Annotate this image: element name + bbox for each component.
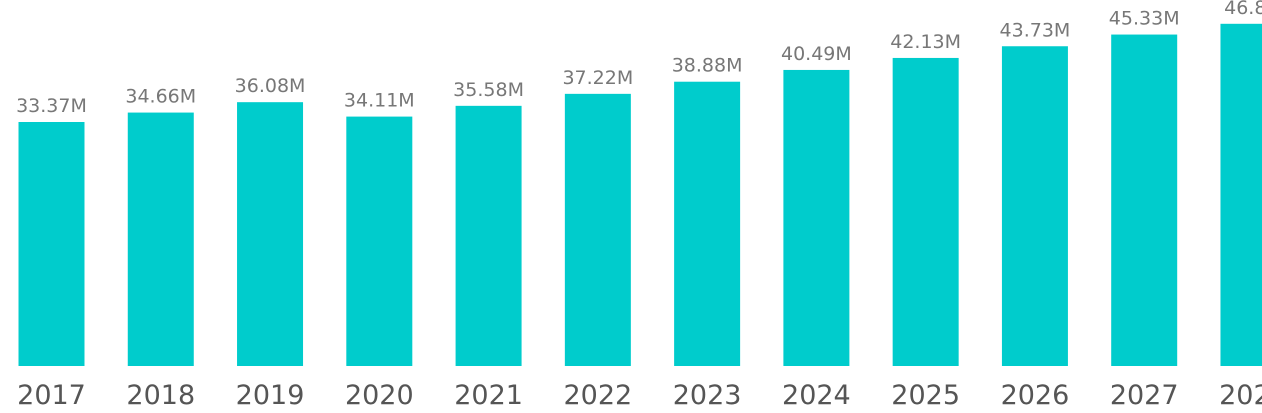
data-label-2019: 36.08M	[235, 75, 306, 97]
data-label-2022: 37.22M	[562, 67, 633, 89]
data-label-2021: 35.58M	[453, 79, 524, 101]
bar-2027	[1111, 34, 1178, 367]
bar-2024	[783, 69, 850, 366]
bar-2025	[892, 57, 959, 366]
x-tick-label-2018: 2018	[126, 380, 195, 409]
bar-2021	[455, 105, 522, 366]
x-tick-label-2020: 2020	[345, 380, 414, 409]
x-tick-label-2028: 2028	[1219, 380, 1262, 409]
x-tick-label-2026: 2026	[1001, 380, 1070, 409]
x-tick-label-2019: 2019	[236, 380, 305, 409]
x-tick-label-2024: 2024	[782, 380, 851, 409]
data-label-2018: 34.66M	[125, 86, 196, 108]
x-tick-label-2021: 2021	[454, 380, 523, 409]
data-label-2026: 43.73M	[1000, 19, 1071, 41]
data-label-2017: 33.37M	[16, 95, 87, 117]
data-label-2024: 40.49M	[781, 43, 852, 65]
data-label-2027: 45.33M	[1109, 8, 1180, 30]
bar-2023	[674, 81, 741, 367]
data-label-2028: 46.8M	[1224, 0, 1262, 19]
bar-2020	[346, 116, 413, 366]
data-label-2023: 38.88M	[672, 55, 743, 77]
x-tick-label-2027: 2027	[1110, 380, 1179, 409]
x-tick-label-2022: 2022	[563, 380, 632, 409]
bar-2019	[237, 102, 304, 367]
x-tick-label-2025: 2025	[891, 380, 960, 409]
bar-2017	[18, 122, 85, 366]
bar-2018	[127, 112, 194, 366]
bar-2028	[1220, 23, 1262, 367]
x-tick-label-2017: 2017	[17, 380, 86, 409]
x-tick-label-2023: 2023	[673, 380, 742, 409]
bar-2022	[564, 93, 631, 366]
data-label-2020: 34.11M	[344, 90, 415, 112]
data-label-2025: 42.13M	[890, 31, 961, 53]
bar-2026	[1001, 46, 1068, 366]
